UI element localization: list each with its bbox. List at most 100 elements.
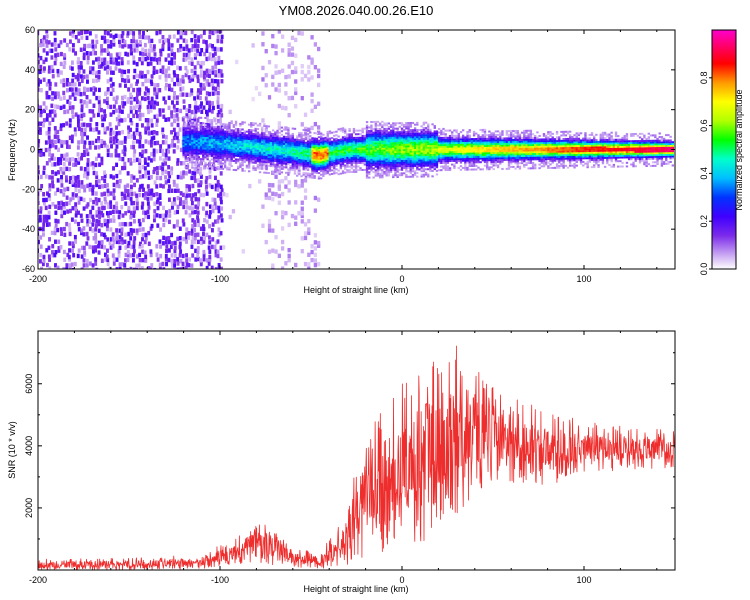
noise-cell bbox=[284, 74, 288, 80]
noise-cell bbox=[71, 72, 75, 78]
ridge-cell bbox=[317, 177, 321, 180]
ridge-cell bbox=[344, 151, 347, 154]
ridge-cell bbox=[354, 151, 358, 154]
noise-cell bbox=[57, 246, 61, 251]
noise-cell bbox=[124, 245, 128, 250]
ridge-cell bbox=[285, 166, 288, 169]
ridge-cell bbox=[339, 161, 343, 164]
ridge-cell bbox=[265, 141, 268, 144]
noise-cell bbox=[111, 244, 115, 249]
noise-cell bbox=[50, 175, 54, 180]
noise-cell bbox=[167, 117, 171, 122]
ridge-cell bbox=[230, 159, 233, 162]
noise-cell bbox=[109, 200, 113, 205]
ridge-cell bbox=[258, 155, 262, 158]
noise-cell bbox=[307, 64, 311, 70]
ridge-cell bbox=[320, 154, 323, 157]
ridge-cell bbox=[289, 152, 292, 155]
ridge-cell bbox=[256, 151, 260, 154]
noise-cell bbox=[75, 208, 79, 214]
ridge-cell bbox=[407, 141, 410, 144]
noise-cell bbox=[161, 166, 165, 172]
noise-cell bbox=[179, 147, 183, 153]
noise-cell bbox=[136, 79, 139, 84]
ridge-cell bbox=[295, 153, 299, 156]
ridge-cell bbox=[361, 156, 364, 159]
ridge-cell bbox=[269, 132, 273, 135]
ridge-cell bbox=[328, 159, 332, 162]
ridge-cell bbox=[219, 142, 222, 145]
noise-cell bbox=[48, 86, 52, 91]
noise-cell bbox=[303, 178, 308, 183]
ridge-cell bbox=[437, 127, 441, 130]
noise-cell bbox=[159, 68, 163, 74]
ridge-cell bbox=[239, 144, 242, 147]
ridge-cell bbox=[411, 148, 415, 151]
noise-cell bbox=[38, 165, 40, 170]
noise-cell bbox=[185, 52, 189, 58]
ridge-cell bbox=[219, 119, 222, 122]
ridge-cell bbox=[212, 145, 216, 148]
ridge-cell bbox=[195, 131, 198, 134]
noise-cell bbox=[176, 117, 180, 122]
noise-cell bbox=[313, 195, 318, 201]
ridge-cell bbox=[363, 151, 367, 153]
noise-cell bbox=[191, 206, 194, 211]
noise-cell bbox=[106, 148, 110, 153]
ridge-cell bbox=[247, 154, 251, 157]
noise-cell bbox=[74, 162, 78, 167]
ridge-cell bbox=[444, 152, 447, 155]
ridge-cell bbox=[359, 167, 362, 170]
noise-cell bbox=[206, 73, 209, 78]
noise-cell bbox=[79, 74, 83, 79]
noise-cell bbox=[190, 57, 194, 62]
ridge-cell bbox=[350, 156, 353, 159]
ridge-cell bbox=[398, 122, 401, 125]
noise-cell bbox=[39, 109, 43, 114]
ridge-cell bbox=[274, 149, 277, 152]
noise-cell bbox=[202, 60, 205, 66]
noise-cell bbox=[106, 79, 110, 84]
ridge-cell bbox=[396, 152, 399, 155]
ridge-cell bbox=[230, 138, 233, 141]
ridge-cell bbox=[435, 164, 439, 167]
noise-cell bbox=[213, 57, 217, 62]
ridge-cell bbox=[361, 131, 364, 134]
ridge-cell bbox=[195, 127, 198, 130]
noise-cell bbox=[130, 121, 134, 126]
ridge-cell bbox=[444, 160, 447, 163]
noise-cell bbox=[143, 91, 147, 96]
noise-cell bbox=[121, 129, 125, 135]
ridge-cell bbox=[206, 154, 209, 157]
noise-cell bbox=[98, 162, 102, 167]
noise-cell bbox=[82, 91, 86, 96]
noise-cell bbox=[117, 249, 121, 254]
ridge-cell bbox=[440, 136, 443, 139]
noise-cell bbox=[39, 42, 43, 48]
noise-cell bbox=[176, 174, 180, 180]
ridge-cell bbox=[431, 123, 434, 126]
noise-cell bbox=[317, 130, 321, 135]
ridge-cell bbox=[416, 152, 419, 155]
ridge-cell bbox=[223, 139, 227, 142]
ridge-cell bbox=[295, 158, 299, 161]
ridge-cell bbox=[365, 140, 369, 143]
ridge-cell bbox=[304, 168, 308, 171]
noise-cell bbox=[103, 130, 107, 135]
noise-cell bbox=[67, 254, 71, 260]
ridge-cell bbox=[437, 136, 441, 139]
ridge-cell bbox=[344, 135, 347, 138]
noise-cell bbox=[123, 195, 127, 200]
noise-cell bbox=[162, 217, 166, 222]
ridge-cell bbox=[258, 138, 262, 141]
ridge-cell bbox=[405, 163, 408, 166]
noise-cell bbox=[94, 34, 98, 39]
ridge-cell bbox=[237, 131, 240, 134]
ridge-cell bbox=[234, 124, 238, 127]
noise-cell bbox=[190, 200, 194, 206]
ridge-cell bbox=[193, 125, 196, 128]
ridge-cell bbox=[374, 163, 377, 166]
ridge-cell bbox=[269, 163, 273, 166]
ridge-cell bbox=[446, 161, 450, 164]
ridge-cell bbox=[322, 162, 325, 165]
